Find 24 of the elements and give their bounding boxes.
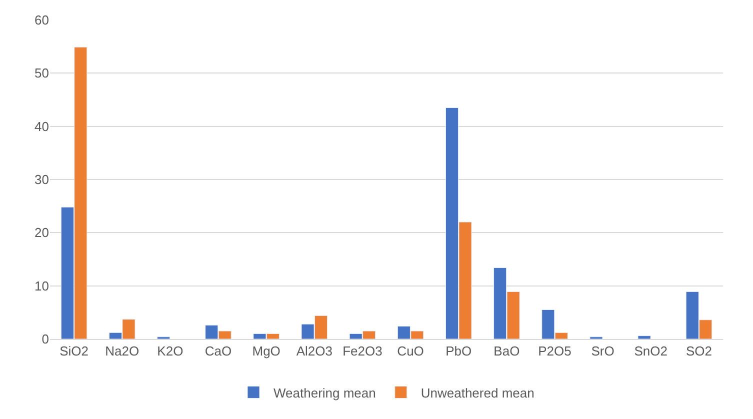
legend-label: Weathering mean (274, 385, 376, 400)
x-tick-label: Na2O (105, 344, 140, 359)
y-tick-label: 60 (34, 12, 49, 28)
y-tick-label: 10 (34, 278, 49, 294)
bar (638, 336, 651, 339)
x-tick-label: SrO (591, 344, 614, 359)
x-tick-label: SnO2 (634, 344, 668, 359)
x-tick-label: CuO (397, 344, 424, 359)
y-tick-label: 50 (34, 66, 49, 81)
x-tick-label: Al2O3 (296, 344, 332, 359)
x-tick-label: MgO (252, 344, 280, 359)
x-tick-label: CaO (204, 344, 232, 359)
legend-label: Unweathered mean (420, 385, 534, 400)
y-tick-label: 0 (42, 332, 49, 347)
x-tick-label: SiO2 (60, 344, 88, 359)
x-tick-label: BaO (494, 344, 520, 359)
x-tick-label: SO2 (686, 344, 712, 359)
x-tick-label: PbO (446, 344, 472, 359)
x-tick-label: K2O (157, 344, 184, 359)
x-tick-label: P2O5 (538, 344, 572, 359)
y-tick-label: 40 (34, 118, 49, 134)
y-tick-label: 30 (34, 172, 49, 188)
y-tick-label: 20 (34, 225, 49, 240)
x-tick-label: Fe2O3 (342, 344, 382, 359)
